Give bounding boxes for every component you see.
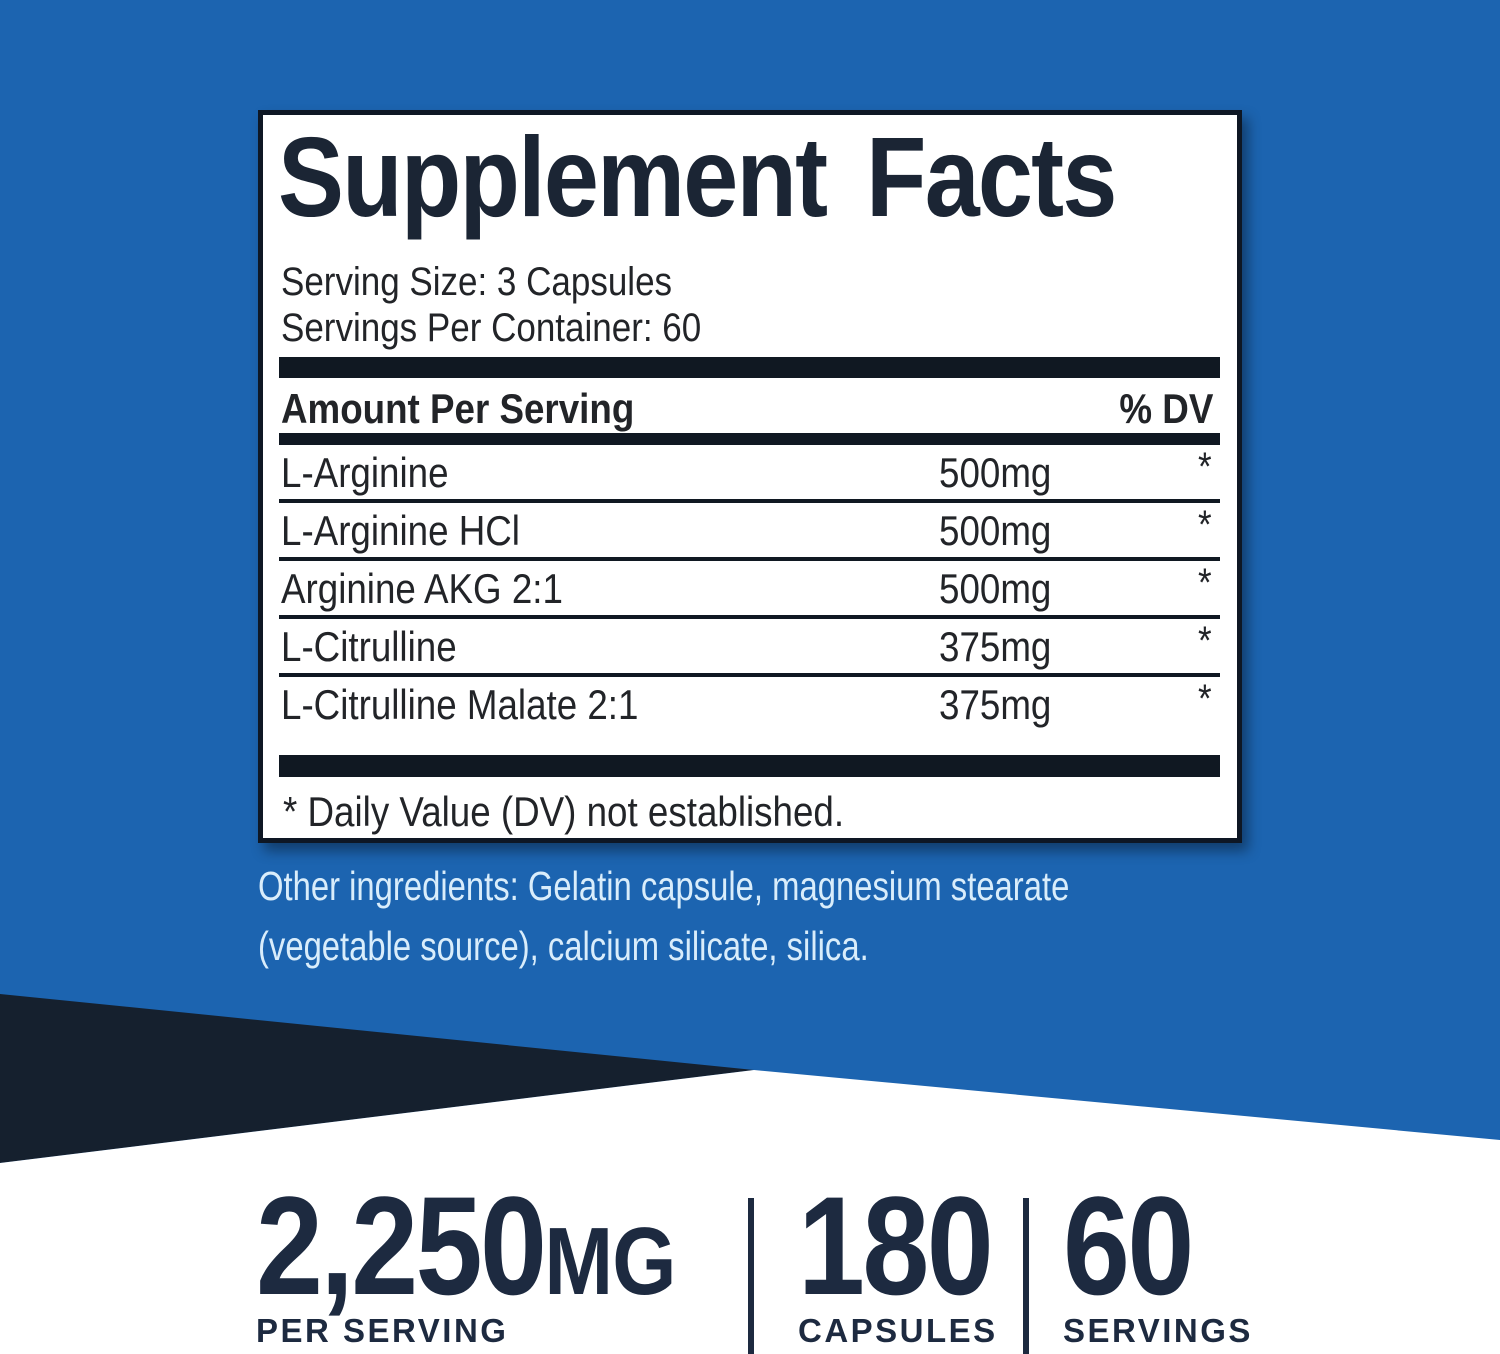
table-row: L-Citrulline 375mg * (279, 619, 1220, 677)
medium-divider (279, 433, 1220, 445)
ingredient-name: L-Citrulline Malate 2:1 (281, 681, 639, 728)
mg-unit: MG (544, 1208, 676, 1315)
dv-footnote: * Daily Value (DV) not established. (283, 788, 845, 835)
ingredient-dv: * (1198, 445, 1212, 489)
amount-per-serving-header: Amount Per Serving (281, 385, 635, 432)
table-row: L-Citrulline Malate 2:1 375mg * (279, 677, 1220, 739)
ingredient-dv: * (1198, 677, 1212, 721)
serving-size: Serving Size: 3 Capsules (281, 260, 673, 304)
stats-divider (1023, 1198, 1029, 1354)
servings-label: SERVINGS (1063, 1312, 1253, 1349)
other-ingredients-line: Other ingredients: Gelatin capsule, magn… (258, 863, 1070, 909)
other-ingredients-line: (vegetable source), calcium silicate, si… (258, 923, 869, 969)
capsule-count: 180 (798, 1167, 994, 1324)
thick-divider-top (279, 357, 1220, 378)
servings-per-container: Servings Per Container: 60 (281, 306, 702, 350)
ingredient-amount: 500mg (939, 565, 1052, 612)
table-row: L-Arginine HCl 500mg * (279, 503, 1220, 561)
servings-count: 60 (1063, 1167, 1194, 1324)
ingredient-amount: 500mg (939, 507, 1052, 554)
table-row: Arginine AKG 2:1 500mg * (279, 561, 1220, 619)
table-row: L-Arginine 500mg * (279, 445, 1220, 503)
ingredient-name: Arginine AKG 2:1 (281, 565, 563, 612)
panel-title: Supplement Facts (278, 114, 1117, 240)
ingredient-amount: 375mg (939, 623, 1052, 670)
ingredient-dv: * (1198, 561, 1212, 605)
dark-accent-triangle (0, 994, 754, 1163)
ingredient-dv: * (1198, 503, 1212, 547)
ingredient-name: L-Arginine HCl (281, 507, 520, 554)
capsules-label: CAPSULES (798, 1312, 998, 1349)
ingredient-amount: 500mg (939, 449, 1052, 496)
dv-header: % DV (1119, 385, 1213, 432)
ingredient-amount: 375mg (939, 681, 1052, 728)
stats-divider (748, 1198, 754, 1354)
other-ingredients: Other ingredients: Gelatin capsule, magn… (258, 856, 1069, 976)
ingredient-dv: * (1198, 619, 1212, 663)
thick-divider-bottom (279, 755, 1220, 777)
per-serving-label: PER SERVING (256, 1312, 509, 1349)
ingredient-name: L-Arginine (281, 449, 449, 496)
serving-info: Serving Size: 3 Capsules Servings Per Co… (281, 259, 701, 351)
ingredient-table: L-Arginine 500mg * L-Arginine HCl 500mg … (279, 445, 1220, 739)
per-serving-amount: 2,250MG (256, 1167, 677, 1324)
supplement-facts-panel: Supplement Facts Serving Size: 3 Capsule… (258, 110, 1242, 843)
ingredient-name: L-Citrulline (281, 623, 457, 670)
